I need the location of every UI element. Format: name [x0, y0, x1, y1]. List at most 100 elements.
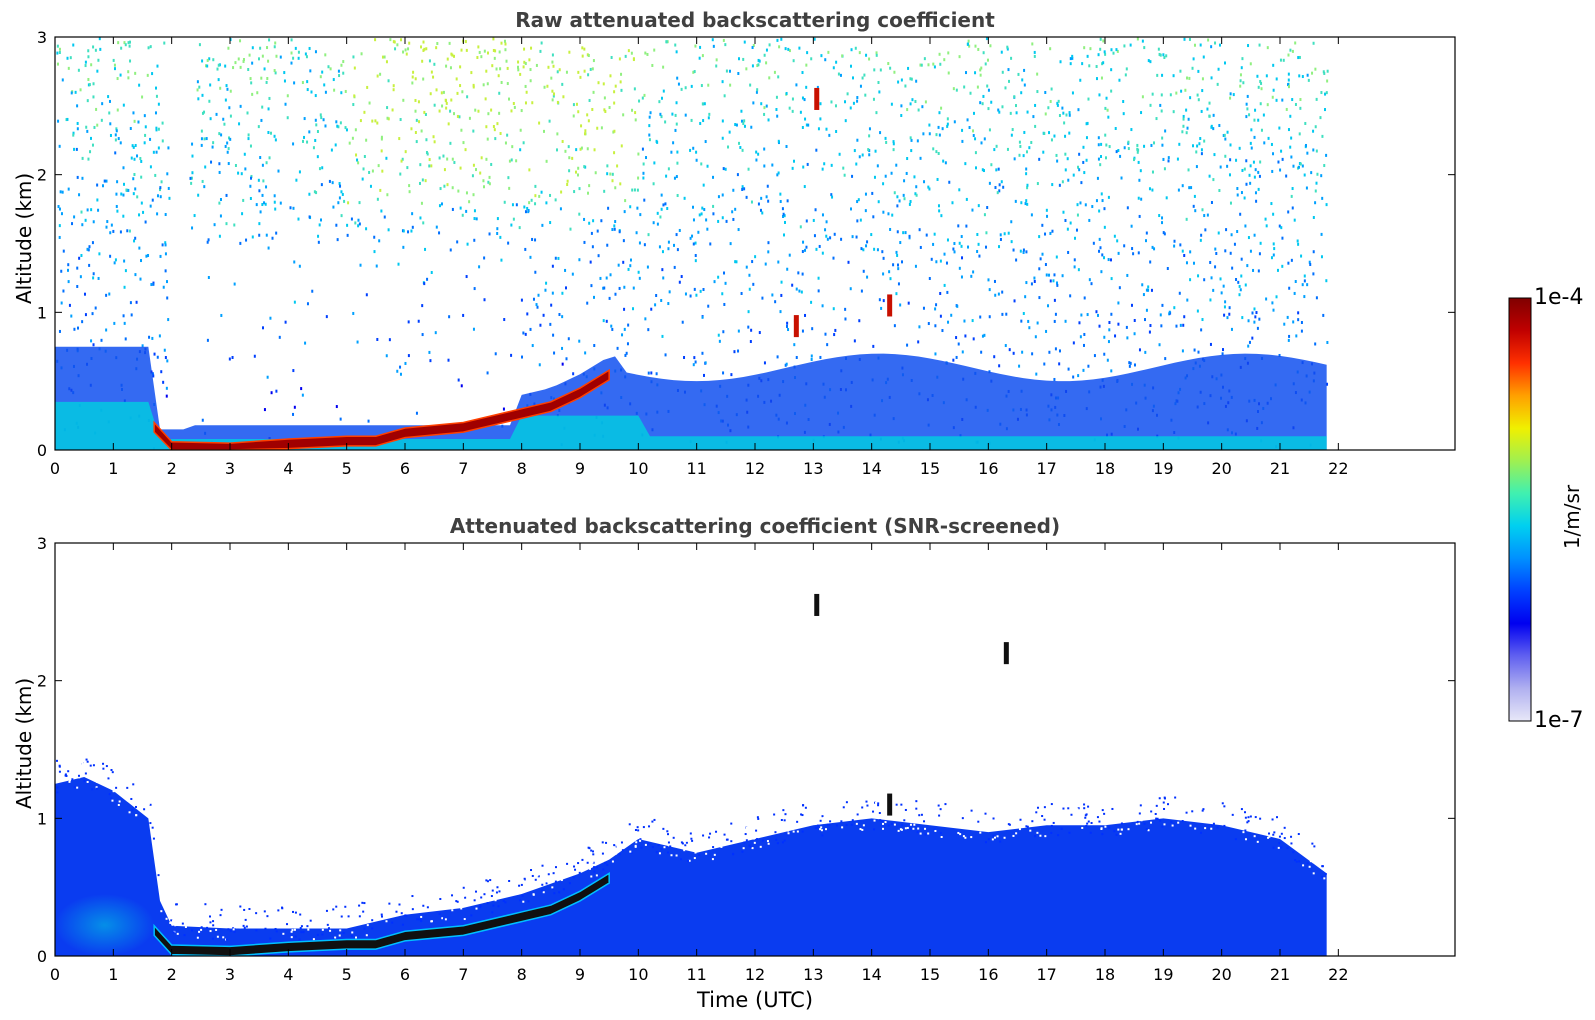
noise-pixel [1097, 53, 1100, 57]
edge-pixel [667, 841, 670, 844]
noise-pixel [609, 172, 612, 176]
noise-pixel [319, 75, 322, 79]
noise-pixel [1131, 247, 1134, 251]
noise-pixel [421, 59, 424, 63]
edge-pixel [823, 817, 826, 820]
noise-pixel [988, 128, 991, 132]
noise-pixel [478, 265, 481, 269]
noise-pixel [423, 110, 426, 114]
edge-pixel [753, 816, 756, 819]
noise-pixel [1203, 139, 1206, 143]
noise-pixel [87, 49, 90, 53]
noise-pixel [934, 307, 937, 311]
noise-pixel [91, 241, 94, 245]
edge-pixel [780, 819, 783, 822]
noise-pixel [328, 179, 331, 183]
noise-pixel [634, 111, 637, 115]
noise-pixel [768, 76, 771, 80]
edge-pixel [340, 915, 343, 918]
noise-pixel [819, 117, 822, 121]
noise-pixel [561, 315, 564, 319]
noise-pixel [779, 310, 782, 314]
noise-pixel [977, 242, 980, 246]
edge-pixel [1309, 860, 1312, 863]
noise-pixel [1144, 318, 1147, 322]
noise-pixel [377, 164, 380, 168]
noise-pixel [380, 135, 383, 139]
noise-pixel [1188, 76, 1191, 80]
edge-pixel [924, 805, 927, 808]
edge-pixel [834, 817, 837, 820]
noise-pixel [873, 68, 876, 72]
edge-pixel [58, 770, 61, 773]
noise-pixel [132, 177, 135, 181]
cloud-feature [814, 87, 820, 110]
noise-pixel [852, 101, 855, 105]
edge-pixel [411, 895, 414, 898]
noise-pixel [193, 214, 196, 218]
noise-pixel [544, 288, 547, 292]
noise-pixel [575, 102, 578, 106]
edge-pixel [881, 819, 884, 822]
noise-pixel [1326, 69, 1329, 73]
noise-pixel [1272, 308, 1275, 312]
noise-pixel [117, 41, 120, 45]
noise-pixel [301, 81, 304, 85]
noise-pixel [1176, 157, 1179, 161]
noise-pixel [411, 81, 414, 85]
noise-pixel [1150, 288, 1153, 292]
edge-pixel [1111, 807, 1114, 810]
edge-pixel [1138, 812, 1141, 815]
edge-pixel [215, 928, 218, 931]
noise-pixel [741, 185, 744, 189]
edge-pixel [753, 841, 756, 844]
edge-pixel [292, 910, 295, 913]
edge-pixel [552, 872, 555, 875]
noise-pixel [94, 48, 97, 52]
noise-pixel [1278, 353, 1281, 357]
noise-pixel [750, 200, 753, 204]
noise-pixel [538, 121, 541, 125]
edge-pixel [107, 777, 110, 780]
edge-pixel [371, 919, 374, 922]
edge-pixel [664, 845, 667, 848]
edge-pixel [444, 918, 447, 921]
noise-pixel [1158, 214, 1161, 218]
noise-pixel [596, 229, 599, 233]
noise-pixel [552, 333, 555, 337]
noise-pixel [373, 250, 376, 254]
noise-pixel [108, 99, 111, 103]
edge-pixel [570, 867, 573, 870]
noise-pixel [1197, 274, 1200, 278]
noise-pixel [322, 118, 325, 122]
noise-pixel [569, 227, 572, 231]
noise-pixel [997, 292, 1000, 296]
noise-pixel [675, 233, 678, 237]
noise-pixel [404, 361, 407, 365]
edge-pixel [1172, 823, 1175, 826]
edge-pixel [501, 895, 504, 898]
noise-pixel [109, 254, 112, 258]
edge-pixel [1117, 828, 1120, 831]
noise-pixel [1159, 313, 1162, 317]
noise-pixel [1200, 152, 1203, 156]
noise-pixel [73, 215, 76, 219]
noise-pixel [306, 80, 309, 84]
noise-pixel [415, 118, 418, 122]
noise-pixel [1241, 57, 1244, 61]
noise-pixel [662, 65, 665, 69]
noise-pixel [887, 62, 890, 66]
noise-pixel [904, 84, 907, 88]
noise-pixel [512, 217, 515, 221]
noise-pixel [274, 207, 277, 211]
noise-pixel [1320, 232, 1323, 236]
noise-pixel [371, 119, 374, 123]
edge-pixel [679, 858, 682, 861]
noise-pixel [704, 140, 707, 144]
noise-pixel [604, 110, 607, 114]
noise-pixel [292, 142, 295, 146]
edge-pixel [796, 830, 799, 833]
edge-pixel [558, 891, 561, 894]
edge-pixel [1159, 819, 1162, 822]
edge-pixel [814, 826, 817, 829]
